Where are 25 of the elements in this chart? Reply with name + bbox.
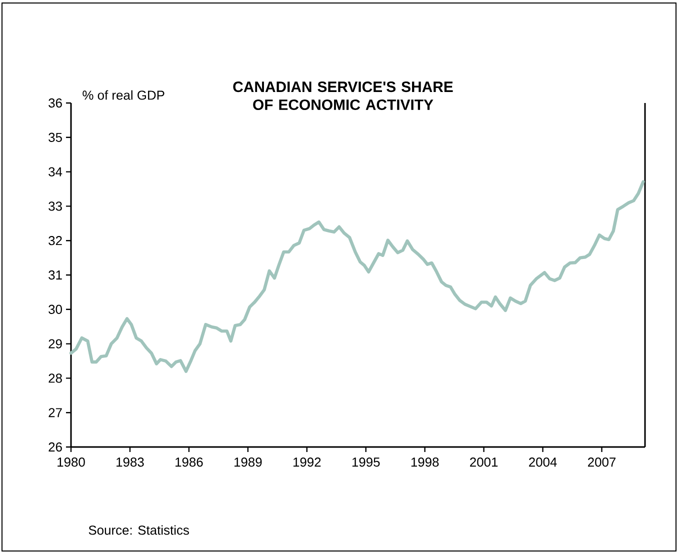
y-tick-label: 29	[48, 339, 62, 348]
x-tick-label: 2001	[470, 458, 498, 467]
y-tick-label: 28	[48, 374, 62, 383]
x-tick-label: 2004	[529, 458, 557, 467]
line-series	[69, 180, 645, 373]
x-tick-label: 2007	[588, 458, 616, 467]
x-tick-label: 1992	[293, 458, 321, 467]
chart-title: CANADIAN SERVICE'S SHARE OF ECONOMIC ACTIVITY	[233, 82, 453, 110]
x-tick-label: 1998	[411, 458, 439, 467]
x-tick-label: 1986	[176, 458, 203, 467]
y-tick-label: 33	[48, 202, 62, 211]
source-note: Source: Statistics	[88, 525, 189, 535]
y-tick-label: 36	[48, 98, 62, 108]
y-axis-title: % of real GDP	[82, 90, 164, 100]
x-tick-label: 1983	[116, 458, 144, 467]
y-tick-label: 32	[48, 236, 62, 246]
y-tick-label: 26	[48, 442, 62, 452]
x-tick-label: 1989	[234, 458, 262, 467]
x-tick-label: 1980	[58, 458, 85, 467]
x-tick-label: 1995	[352, 458, 380, 467]
y-tick-label: 30	[48, 304, 62, 314]
y-tick-label: 34	[48, 167, 62, 176]
y-tick-label: 27	[48, 408, 62, 418]
y-tick-label: 35	[48, 132, 62, 142]
y-tick-label: 31	[48, 270, 62, 280]
